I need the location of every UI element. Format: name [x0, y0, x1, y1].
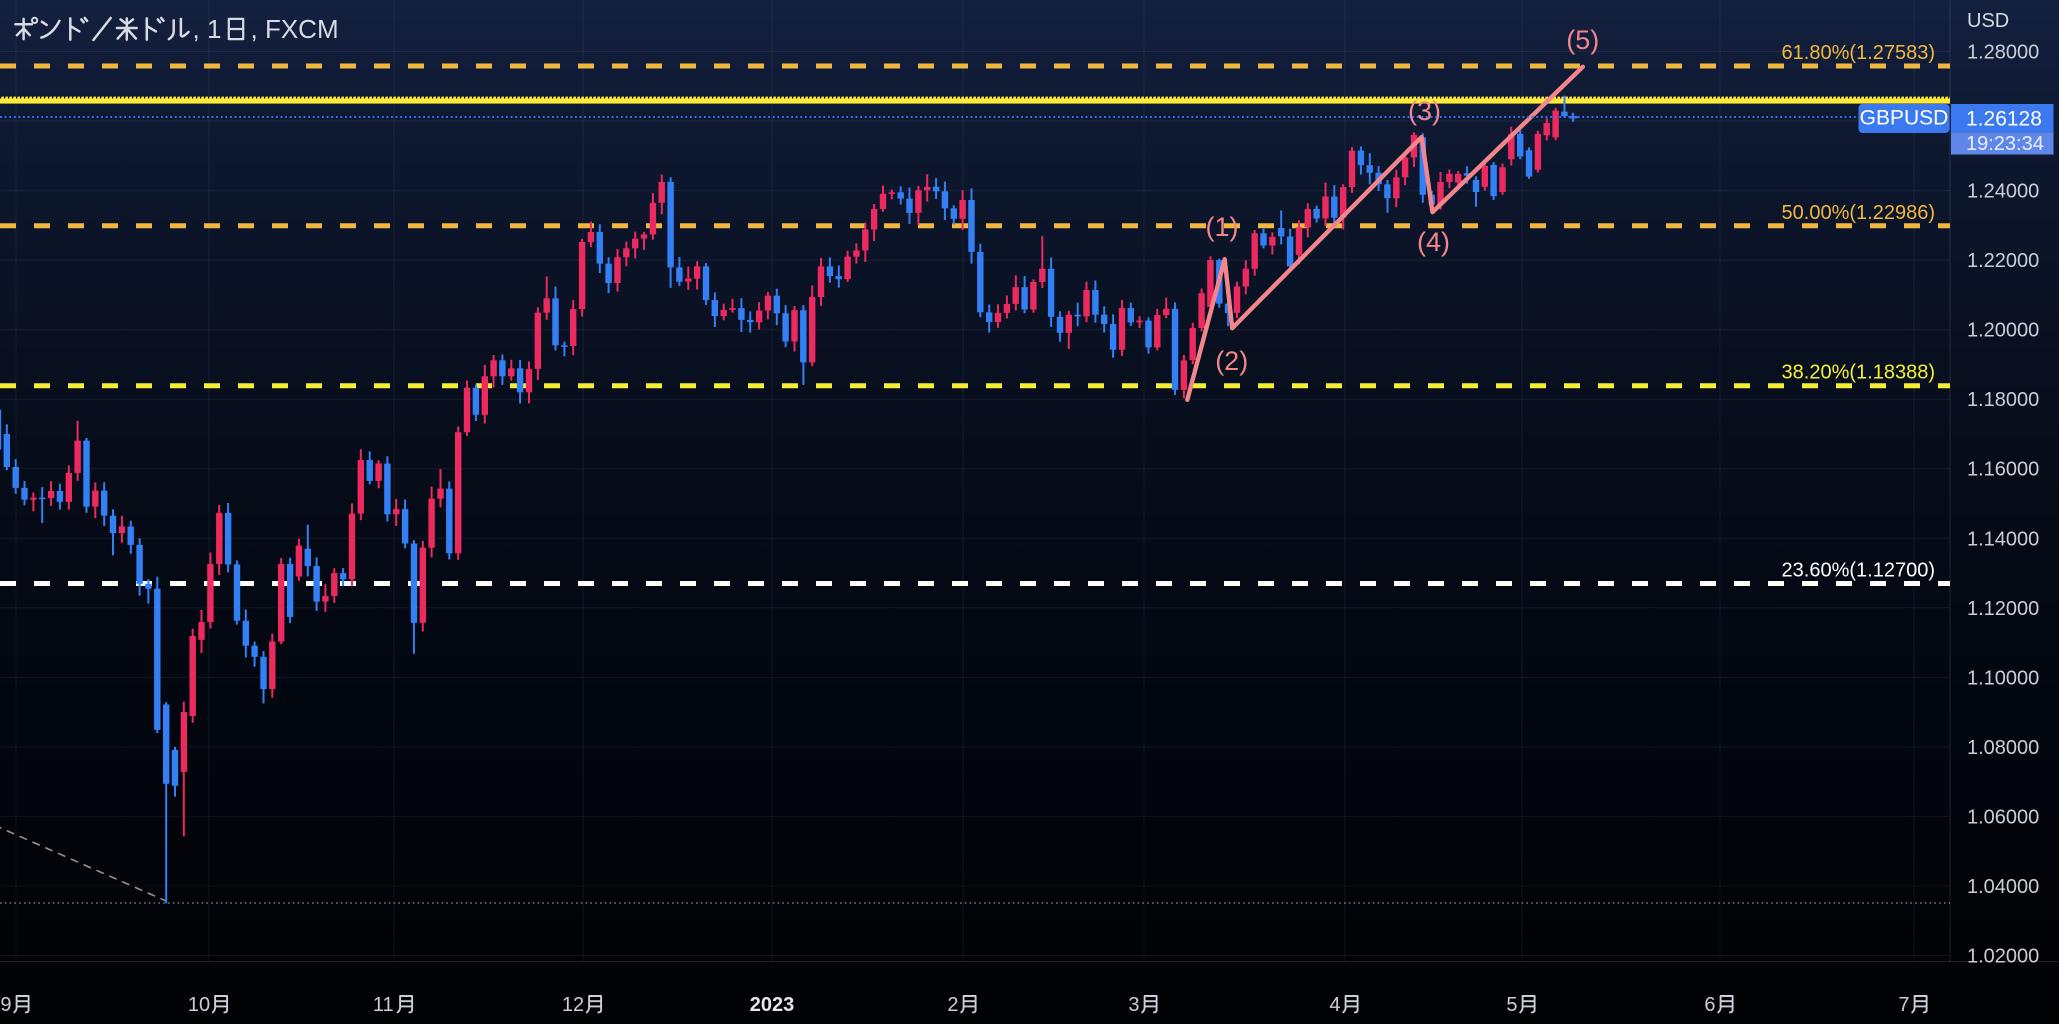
svg-text:1.08000: 1.08000	[1967, 737, 2039, 759]
svg-text:2: 2	[947, 994, 958, 1016]
svg-text:1.16000: 1.16000	[1967, 459, 2039, 481]
svg-text:1.24000: 1.24000	[1967, 181, 2039, 203]
svg-text:12: 12	[562, 994, 584, 1016]
svg-text:1.26128: 1.26128	[1966, 108, 2042, 131]
svg-text:1.14000: 1.14000	[1967, 528, 2039, 550]
svg-text:1.18000: 1.18000	[1967, 389, 2039, 411]
svg-text:GBPUSD: GBPUSD	[1860, 107, 1949, 130]
svg-text:1.04000: 1.04000	[1967, 876, 2039, 898]
svg-text:4: 4	[1329, 994, 1340, 1016]
svg-text:(2): (2)	[1215, 346, 1248, 376]
svg-text:1.06000: 1.06000	[1967, 806, 2039, 828]
svg-text:3: 3	[1128, 994, 1139, 1016]
svg-text:1.28000: 1.28000	[1967, 42, 2039, 64]
svg-text:USD: USD	[1967, 10, 2009, 32]
svg-text:5: 5	[1506, 994, 1517, 1016]
svg-text:9: 9	[0, 994, 11, 1016]
svg-text:23.60%(1.12700): 23.60%(1.12700)	[1782, 560, 1935, 582]
svg-text:11: 11	[373, 994, 394, 1016]
svg-text:1.12000: 1.12000	[1967, 598, 2039, 620]
svg-text:6: 6	[1704, 994, 1715, 1016]
svg-text:1.20000: 1.20000	[1967, 320, 2039, 342]
svg-text:7: 7	[1898, 994, 1909, 1016]
svg-text:10: 10	[188, 994, 210, 1016]
svg-text:(1): (1)	[1206, 212, 1239, 242]
svg-text:1.22000: 1.22000	[1967, 250, 2039, 272]
svg-text:, 1: , 1	[193, 14, 222, 44]
svg-text:2023: 2023	[750, 994, 795, 1016]
svg-text:50.00%(1.22986): 50.00%(1.22986)	[1782, 202, 1935, 224]
svg-text:19:23:34: 19:23:34	[1966, 133, 2044, 155]
svg-text:(5): (5)	[1566, 25, 1599, 55]
svg-text:61.80%(1.27583): 61.80%(1.27583)	[1782, 42, 1935, 64]
svg-text:, FXCM: , FXCM	[251, 14, 339, 44]
svg-text:38.20%(1.18388): 38.20%(1.18388)	[1782, 362, 1935, 384]
svg-text:(4): (4)	[1417, 227, 1450, 257]
svg-text:(3): (3)	[1408, 96, 1441, 126]
svg-text:1.10000: 1.10000	[1967, 667, 2039, 689]
svg-text:1.02000: 1.02000	[1967, 946, 2039, 968]
